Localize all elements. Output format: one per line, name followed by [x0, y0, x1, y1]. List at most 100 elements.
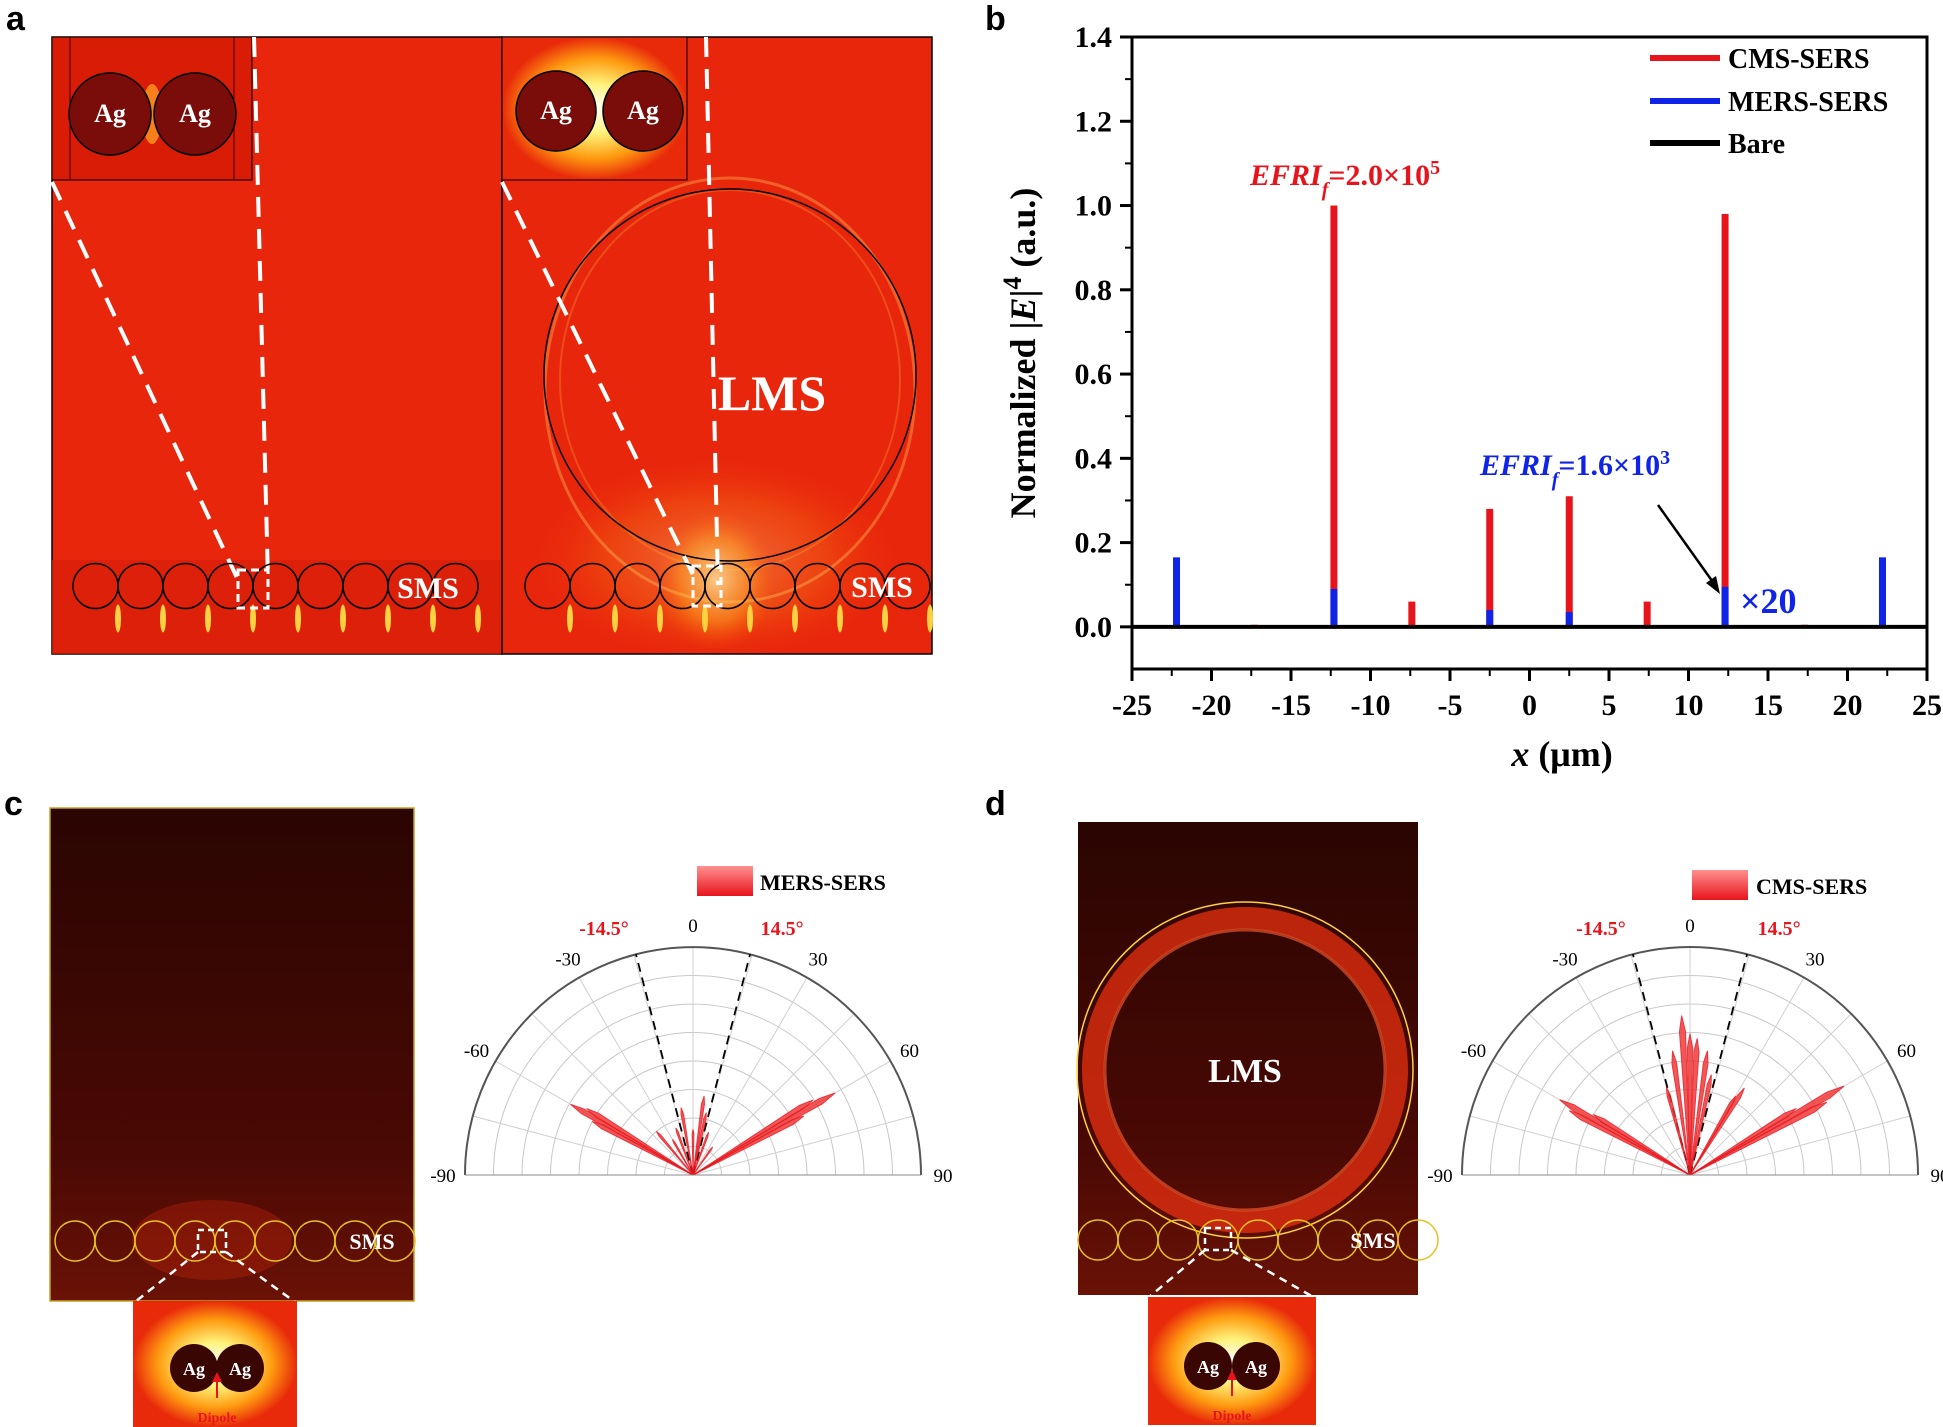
polar-guide-label: -14.5°	[1576, 918, 1626, 940]
polar-guide-line	[692, 954, 751, 1176]
x-tick-label: 0	[1522, 689, 1537, 722]
hotspot	[115, 604, 121, 633]
ag-particle	[216, 1344, 264, 1392]
x-tick-label: 15	[1753, 689, 1783, 722]
polar-tick-label: 30	[1806, 949, 1825, 970]
annotation-arrow	[1656, 504, 1717, 586]
y-axis-label: Normalized |E|4 (a.u.)	[998, 188, 1044, 519]
dipole-label: Dipole	[198, 1411, 237, 1426]
polar-lobe	[1592, 1114, 1691, 1176]
sms-spheres-row	[1077, 1219, 1439, 1261]
polar-lobe	[655, 1130, 694, 1176]
zoom-guide-line	[1147, 1249, 1206, 1299]
polar-lobe	[692, 1112, 707, 1176]
panel-d-inset	[1148, 1297, 1316, 1425]
polar-guide-label: 14.5°	[1758, 918, 1801, 940]
polar-lobe	[1689, 1074, 1712, 1176]
panel-label-c: c	[4, 785, 23, 823]
x-tick-label: -10	[1351, 689, 1391, 722]
legend-label-mers: MERS-SERS	[1728, 87, 1888, 118]
hotspot	[385, 604, 391, 633]
polar-tick-label: -30	[1552, 949, 1577, 970]
polar-lobe	[1689, 1050, 1709, 1176]
ag-label: Ag	[627, 96, 659, 125]
sms-label: SMS	[397, 572, 459, 605]
y-tick-label: 0.8	[1075, 274, 1113, 307]
polar-tick-label: 60	[900, 1041, 919, 1062]
sms-label: SMS	[349, 1229, 394, 1254]
polar-lobe	[1686, 1033, 1694, 1176]
polar-tick-label: -90	[430, 1166, 455, 1187]
zoom-box	[236, 568, 270, 610]
panel-label-a: a	[6, 0, 26, 38]
x-tick-label: 5	[1602, 689, 1617, 722]
x-tick-label: -5	[1438, 689, 1463, 722]
polar-spoke	[692, 1115, 914, 1176]
panel-a-right-map: Ag Ag LMS SMS	[500, 36, 933, 660]
hotspot	[567, 604, 573, 633]
ag-label: Ag	[183, 1359, 205, 1379]
bar-mers	[1565, 612, 1573, 627]
ag-label: Ag	[94, 99, 126, 128]
hotspot	[430, 604, 436, 633]
panel-d-map: LMS SMS Ag Ag Dipole	[1076, 822, 1439, 1425]
polar-spoke	[1689, 1013, 1852, 1176]
polar-tick-label: -30	[555, 949, 580, 970]
polar-tick-label: -60	[464, 1041, 489, 1062]
bar-mers	[1486, 610, 1494, 627]
dipole-arrowhead	[1227, 1370, 1237, 1380]
panel-label-d: d	[985, 785, 1006, 823]
hotspot	[657, 604, 663, 633]
y-tick-label: 1.0	[1075, 190, 1113, 223]
zoom-guide-line	[500, 181, 700, 586]
polar-tick-label: 90	[934, 1166, 953, 1187]
ag-particle	[602, 70, 684, 152]
zoom-box	[691, 564, 723, 608]
sms-spheres-row	[524, 562, 933, 633]
dipole-label: Dipole	[1213, 1409, 1252, 1424]
polar-tick-label: 0	[1685, 916, 1695, 937]
panel-c-map: SMS Ag Ag Dipole	[49, 807, 416, 1427]
ag-particle	[1232, 1342, 1280, 1390]
bar-cms	[1565, 496, 1573, 627]
polar-lobe	[1689, 1108, 1797, 1176]
bars	[1173, 205, 1886, 627]
annotation-cms-efri: EFRIf=2.0×105	[1249, 157, 1440, 201]
y-tick-label: 0.6	[1075, 358, 1113, 391]
sms-spheres-row	[54, 1220, 416, 1262]
x-axis-label: x (μm)	[1510, 734, 1612, 774]
polar-spoke	[1528, 1013, 1691, 1176]
x-tick-label: 10	[1674, 689, 1704, 722]
ag-label: Ag	[179, 99, 211, 128]
polar-lobe	[1678, 1015, 1691, 1176]
bar-cms	[1330, 205, 1338, 627]
polar-lobe	[1689, 1038, 1700, 1176]
ag-particle	[170, 1344, 218, 1392]
y-tick-label: 0.4	[1075, 442, 1113, 475]
zoom-guide-line	[252, 36, 270, 581]
plot-frame	[1130, 35, 1929, 671]
polar-tick-label: 0	[688, 916, 698, 937]
legend-label: MERS-SERS	[760, 870, 886, 895]
x-tick-label: 20	[1833, 689, 1863, 722]
polar-guide-label: -14.5°	[579, 918, 629, 940]
ag-label: Ag	[1197, 1357, 1219, 1377]
y-tick-label: 0.0	[1075, 611, 1113, 644]
polar-lobe	[692, 1131, 710, 1176]
polar-guide-line	[1689, 954, 1748, 1176]
polar-spoke	[692, 977, 808, 1176]
polar-tick-label: 30	[809, 949, 828, 970]
polar-tick-label: 90	[1931, 1166, 1943, 1187]
x-tick-label: -15	[1271, 689, 1311, 722]
lms-label: LMS	[1208, 1053, 1282, 1090]
sms-sphere	[1397, 1219, 1439, 1261]
legend: CMS-SERS MERS-SERS Bare	[1650, 44, 1888, 160]
polar-lobe	[1689, 1087, 1745, 1176]
annotation-arrowhead	[1706, 576, 1720, 594]
hotspot	[475, 604, 481, 633]
bar-mers	[1330, 588, 1338, 627]
polar-lobe	[672, 1139, 694, 1176]
y-tick-label: 1.2	[1075, 105, 1113, 138]
hotspot	[340, 604, 346, 633]
sms-sphere	[432, 562, 479, 610]
